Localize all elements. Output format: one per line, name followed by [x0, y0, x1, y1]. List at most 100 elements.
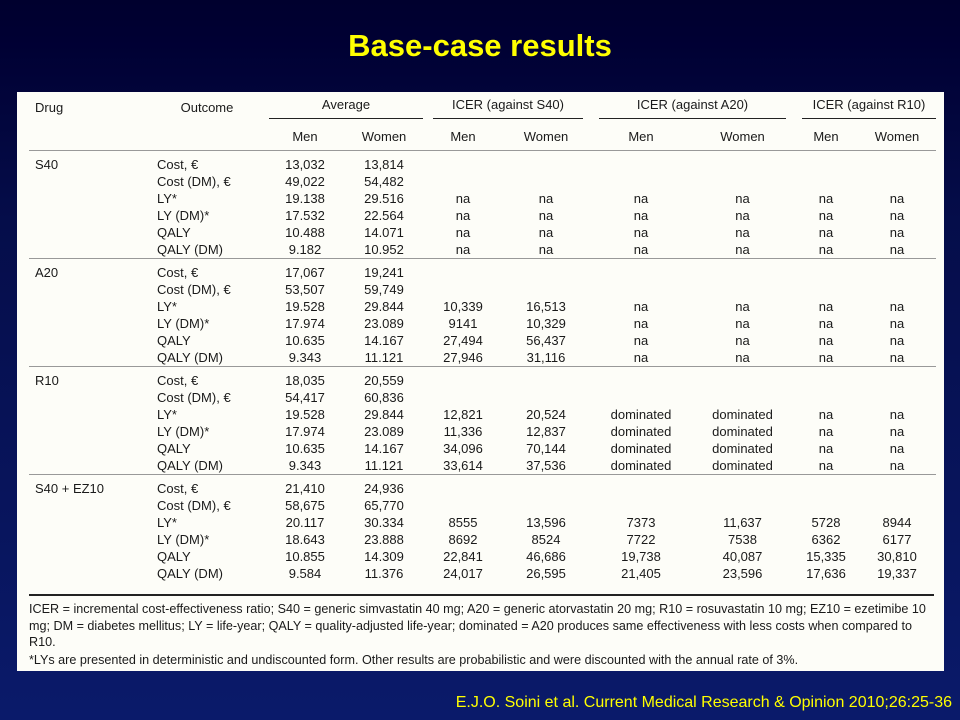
table-cell: 9141 [448, 316, 478, 331]
table-cell [794, 497, 858, 514]
outcome-label: LY (DM)* [157, 316, 210, 331]
table-cell: 29.516 [364, 191, 404, 206]
table-cell: 6362 [811, 532, 841, 547]
header-avg-men: Men [292, 128, 318, 144]
table-cell: dominated [610, 407, 672, 422]
table-cell [858, 366, 936, 389]
table-cell: 8524 [531, 532, 561, 547]
slide-title: Base-case results [348, 28, 612, 63]
drug-label [29, 190, 147, 207]
drug-label [29, 315, 147, 332]
table-row: LY* 19.528 29.844 10,339 16,513 na na na na [29, 298, 936, 315]
table-cell [691, 258, 794, 281]
table-cell: 23.888 [364, 532, 404, 547]
table-row: LY (DM)* 17.974 23.089 9141 10,329 na na na na [29, 315, 936, 332]
drug-label [29, 281, 147, 298]
table-cell: 17.532 [285, 208, 325, 223]
drug-label: R10 [29, 366, 147, 389]
table-cell: 15,335 [806, 549, 846, 564]
table-cell [425, 150, 501, 173]
table-cell: 10,329 [526, 316, 566, 331]
table-cell: 12,837 [526, 424, 566, 439]
table-cell: 18,035 [267, 366, 343, 389]
table-cell: 11,637 [723, 515, 762, 530]
table-cell [794, 258, 858, 281]
table-cell: na [889, 458, 905, 473]
table-cell [501, 497, 591, 514]
outcome-label: LY (DM)* [157, 532, 210, 547]
table-cell: dominated [610, 424, 672, 439]
table-row: LY* 19.528 29.844 12,821 20,524 dominated domi… [29, 406, 936, 423]
table-cell [501, 389, 591, 406]
table-cell [858, 389, 936, 406]
table-cell [425, 173, 501, 190]
table-cell: na [735, 191, 750, 206]
table-cell [691, 389, 794, 406]
footnote-ly-note: *LYs are presented in deterministic and … [29, 652, 799, 667]
table-footnote: ICER = incremental cost-effectiveness ra… [29, 594, 934, 669]
outcome-label: QALY [157, 333, 191, 348]
table-cell: na [818, 208, 834, 223]
table-cell [858, 150, 936, 173]
drug-label [29, 497, 147, 514]
table-row: A20 Cost, €17,067 19,241 [29, 258, 936, 281]
drug-label [29, 565, 147, 582]
table-cell: 9.343 [288, 458, 322, 473]
table-cell [691, 281, 794, 298]
outcome-label: LY* [157, 191, 177, 206]
table-cell: na [735, 316, 750, 331]
table-cell: 10.488 [285, 225, 325, 240]
drug-label [29, 457, 147, 475]
table-cell: 23.089 [364, 424, 404, 439]
outcome-label: Cost, € [147, 474, 267, 497]
table-cell: 59,749 [364, 282, 404, 297]
table-cell: 33,614 [443, 458, 483, 473]
table-cell: dominated [712, 458, 773, 473]
table-cell: 7538 [728, 532, 757, 547]
table-cell: 11,336 [443, 424, 483, 439]
table-cell: 21,410 [267, 474, 343, 497]
table-cell [691, 150, 794, 173]
table-cell: 65,770 [364, 498, 404, 513]
table-cell: 5728 [811, 515, 841, 530]
table-cell: 19,241 [343, 258, 425, 281]
table-cell: 19,337 [877, 566, 917, 581]
results-table-panel: Drug Outcome Average ICER (against S40) … [17, 92, 944, 671]
table-cell [691, 173, 794, 190]
header-a20-women: Women [720, 128, 765, 144]
outcome-label: QALY [157, 549, 191, 564]
table-cell [501, 474, 591, 497]
table-row: QALY 10.855 14.309 22,841 46,686 19,738 40,087… [29, 548, 936, 565]
header-drug: Drug [35, 99, 64, 115]
table-cell: 37,536 [526, 458, 566, 473]
table-cell: 17,067 [267, 258, 343, 281]
header-spacer [147, 122, 267, 151]
header-outcome: Outcome [180, 99, 234, 115]
outcome-label: QALY [157, 225, 191, 240]
outcome-label: Cost, € [147, 150, 267, 173]
table-row: QALY 10.488 14.071 na na na na na na [29, 224, 936, 241]
table-cell [501, 281, 591, 298]
table-cell: na [889, 333, 905, 348]
drug-label [29, 207, 147, 224]
table-cell: 53,507 [285, 282, 325, 297]
table-cell: na [818, 242, 834, 257]
table-cell: 21,405 [621, 566, 661, 581]
table-cell: 22,841 [443, 549, 483, 564]
table-cell: 23,596 [722, 566, 763, 581]
table-row: LY (DM)* 18.643 23.888 8692 8524 7722 7538 6362… [29, 531, 936, 548]
table-cell: 70,144 [526, 441, 566, 456]
table-cell: na [735, 225, 750, 240]
table-cell: na [889, 424, 905, 439]
header-s40-men: Men [450, 128, 476, 144]
outcome-label: LY (DM)* [157, 424, 210, 439]
table-cell: 19,738 [621, 549, 661, 564]
table-cell [591, 281, 691, 298]
table-cell: 20,559 [343, 366, 425, 389]
header-icer-r10: ICER (against R10) [794, 92, 936, 122]
table-cell: 9.584 [288, 566, 322, 581]
table-cell [591, 366, 691, 389]
table-row: QALY (DM) 9.343 11.121 33,614 37,536 dominate… [29, 457, 936, 475]
outcome-label: LY* [157, 407, 177, 422]
drug-label [29, 423, 147, 440]
